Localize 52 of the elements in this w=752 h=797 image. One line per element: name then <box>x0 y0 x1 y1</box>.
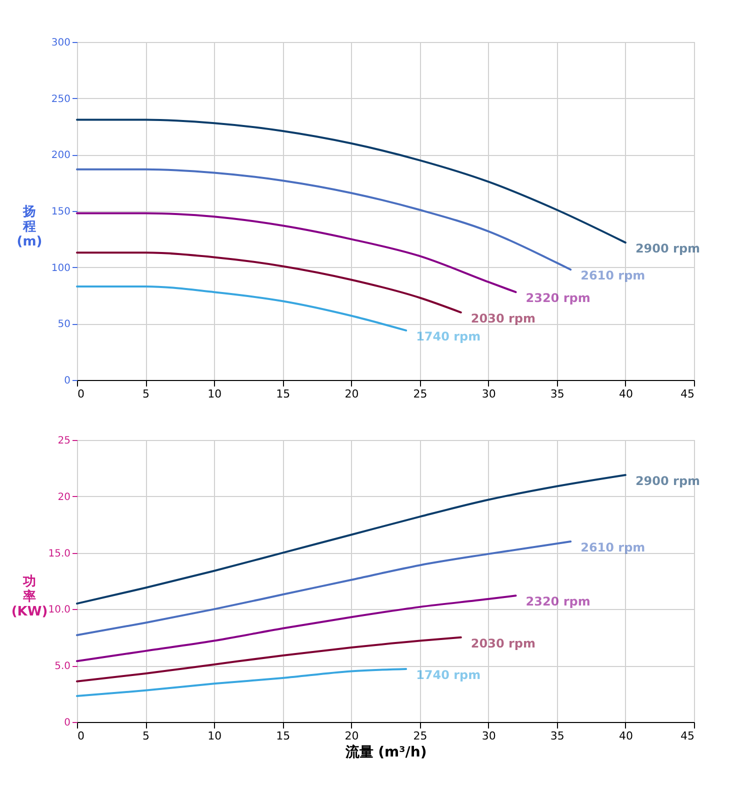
y-tick-label: 10.0 <box>48 604 70 616</box>
series-label: 1740 rpm <box>416 329 481 344</box>
series-label: 2320 rpm <box>526 594 590 609</box>
x-tick-label: 15 <box>276 730 290 742</box>
line-series <box>76 285 408 332</box>
y-tick-label: 300 <box>51 38 70 48</box>
x-tick-label: 45 <box>680 388 694 400</box>
x-tick-label: 20 <box>344 730 359 742</box>
line-series <box>76 168 572 271</box>
y-tick-label: 200 <box>51 150 70 162</box>
series-label: 2900 rpm <box>635 474 700 488</box>
y-tick-label: 150 <box>51 206 70 218</box>
y-tick-label: 5.0 <box>54 661 70 672</box>
x-tick-label: 10 <box>208 388 222 400</box>
series-label: 2030 rpm <box>470 311 536 326</box>
y-tick-label: 50 <box>58 319 70 330</box>
x-tick-label: 30 <box>482 388 496 400</box>
x-tick-label: 45 <box>680 730 694 742</box>
y-tick-label: 15.0 <box>48 548 70 560</box>
x-tick-label: 0 <box>78 730 84 742</box>
x-tick-label: 30 <box>482 730 496 742</box>
series-label: 2030 rpm <box>470 636 536 650</box>
y-axis-title: 功率 (KW) <box>11 574 48 620</box>
x-tick-label: 40 <box>618 730 633 742</box>
x-axis-title: 流量 (m³/h) <box>344 744 427 760</box>
y-axis-title: 扬程 (m) <box>16 204 42 250</box>
x-tick-label: 40 <box>618 388 633 400</box>
series-label: 2320 rpm <box>526 291 590 306</box>
x-tick-label: 15 <box>276 388 290 400</box>
x-tick-label: 35 <box>550 388 564 400</box>
x-tick-label: 20 <box>344 388 359 400</box>
line-series <box>76 212 517 294</box>
y-tick-label: 250 <box>51 94 70 105</box>
line-series <box>76 118 626 244</box>
series-label: 2900 rpm <box>635 242 700 256</box>
x-tick-label: 0 <box>78 388 84 400</box>
y-tick-label: 0 <box>64 376 70 386</box>
y-tick-label: 100 <box>51 262 70 274</box>
series-label: 1740 rpm <box>416 668 481 682</box>
series-label: 2610 rpm <box>580 540 646 555</box>
y-tick-label: 20 <box>58 492 70 503</box>
x-tick-label: 5 <box>142 730 150 742</box>
y-tick-label: 0 <box>64 718 70 728</box>
x-tick-label: 25 <box>413 388 428 400</box>
x-tick-label: 5 <box>142 388 150 400</box>
series-label: 2610 rpm <box>580 268 646 283</box>
y-tick-label: 25 <box>58 436 70 446</box>
x-tick-label: 25 <box>413 730 428 742</box>
x-tick-label: 35 <box>550 730 564 742</box>
line-series <box>76 252 462 314</box>
line-series <box>76 668 408 698</box>
x-tick-label: 10 <box>208 730 222 742</box>
